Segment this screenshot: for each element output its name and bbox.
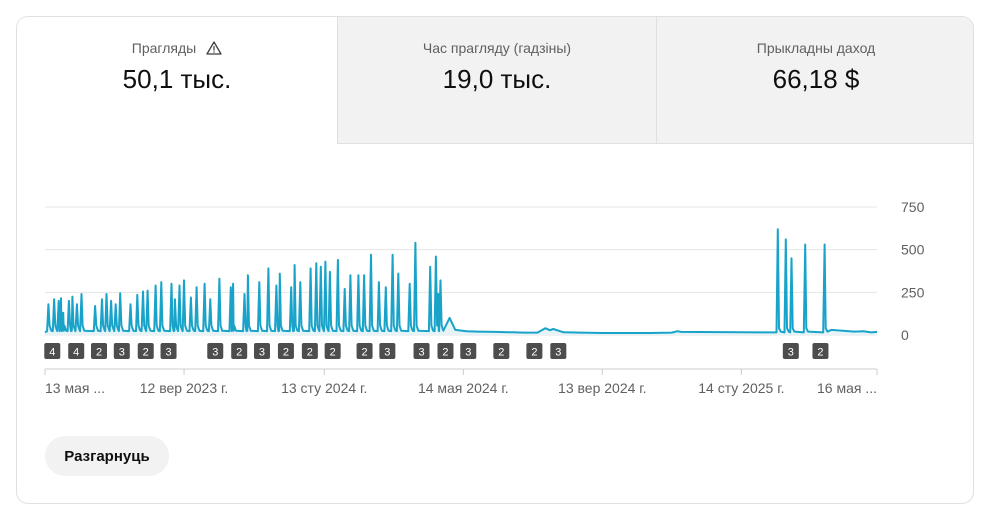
annotation-marker — [324, 343, 341, 359]
tab-revenue-value: 66,18 $ — [772, 64, 860, 94]
annotation-marker-label: 3 — [788, 347, 794, 359]
annotation-marker-label: 3 — [418, 347, 424, 359]
annotation-marker — [437, 343, 454, 359]
annotation-marker-label: 2 — [362, 347, 368, 359]
annotation-marker-label: 3 — [165, 347, 171, 359]
annotation-marker — [253, 343, 270, 359]
annotation-marker — [277, 343, 294, 359]
series-line — [44, 228, 878, 334]
metric-tabs: Прагляды 50,1 тыс. Час прагляду (гадзіны… — [17, 17, 973, 144]
y-tick-label: 0 — [901, 327, 909, 343]
annotation-marker — [91, 343, 108, 359]
annotation-marker-label: 2 — [307, 347, 313, 359]
y-tick-label: 750 — [901, 199, 925, 215]
annotation-marker-label: 3 — [212, 347, 218, 359]
tab-views[interactable]: Прагляды 50,1 тыс. — [17, 17, 337, 144]
annotation-marker-label: 2 — [283, 347, 289, 359]
tab-revenue[interactable]: Прыкладны даход 66,18 $ — [656, 17, 973, 144]
annotation-marker-label: 4 — [73, 347, 79, 359]
x-tick-label: 14 мая 2024 г. — [418, 380, 509, 396]
tab-watch-time[interactable]: Час прагляду (гадзіны) 19,0 тыс. — [337, 17, 656, 144]
tab-views-label: Прагляды — [131, 40, 197, 56]
annotation-marker — [301, 343, 318, 359]
annotation-marker-label: 2 — [236, 347, 242, 359]
annotation-marker — [413, 343, 430, 359]
annotation-marker-label: 4 — [49, 347, 55, 359]
annotation-marker-label: 2 — [498, 347, 504, 359]
annotation-marker — [113, 343, 130, 359]
annotation-marker — [231, 343, 248, 359]
annotation-marker — [356, 343, 373, 359]
expand-button[interactable]: Разгарнуць — [45, 436, 169, 476]
annotation-marker-label: 3 — [384, 347, 390, 359]
annotation-marker-label: 2 — [143, 347, 149, 359]
annotation-marker — [160, 343, 177, 359]
y-tick-label: 500 — [901, 242, 925, 258]
annotation-marker-label: 2 — [96, 347, 102, 359]
tab-views-label-row: Прагляды — [17, 39, 337, 57]
annotation-marker — [812, 343, 829, 359]
annotation-marker-label: 2 — [442, 347, 448, 359]
annotation-marker-label: 3 — [259, 347, 265, 359]
x-tick-label: 14 сту 2025 г. — [698, 380, 784, 396]
y-tick-label: 250 — [901, 284, 925, 300]
annotation-marker — [526, 343, 543, 359]
annotation-marker — [550, 343, 567, 359]
annotation-marker — [379, 343, 396, 359]
annotation-marker-label: 3 — [465, 347, 471, 359]
tab-revenue-label: Прыкладны даход — [756, 40, 876, 56]
x-tick-label: 13 сту 2024 г. — [281, 380, 367, 396]
tab-watch-time-label: Час прагляду (гадзіны) — [422, 40, 572, 56]
annotation-marker — [782, 343, 799, 359]
annotation-marker — [460, 343, 477, 359]
tab-views-value: 50,1 тыс. — [122, 64, 232, 94]
annotation-marker-label: 2 — [531, 347, 537, 359]
analytics-card: Прагляды 50,1 тыс. Час прагляду (гадзіны… — [16, 16, 974, 504]
warning-icon[interactable] — [206, 40, 222, 56]
annotation-marker-label: 3 — [555, 347, 561, 359]
annotation-marker — [68, 343, 85, 359]
annotation-marker-label: 3 — [119, 347, 125, 359]
annotation-marker — [137, 343, 154, 359]
annotation-marker — [493, 343, 510, 359]
annotation-marker-label: 2 — [817, 347, 823, 359]
annotation-marker-label: 2 — [330, 347, 336, 359]
x-tick-label: 13 мая ... — [45, 380, 105, 396]
x-tick-label: 12 вер 2023 г. — [140, 380, 229, 396]
x-tick-label: 13 вер 2024 г. — [558, 380, 647, 396]
x-tick-label: 16 мая ... — [817, 380, 877, 396]
annotation-marker — [44, 343, 61, 359]
views-chart: 750 500 250 0 4 4 2 3 2 3 3 2 3 2 2 2 2 3 3 2 3 2 2 3 3 2 13 мая .… — [44, 199, 925, 396]
tab-watch-time-value: 19,0 тыс. — [442, 64, 552, 94]
annotation-marker — [207, 343, 224, 359]
